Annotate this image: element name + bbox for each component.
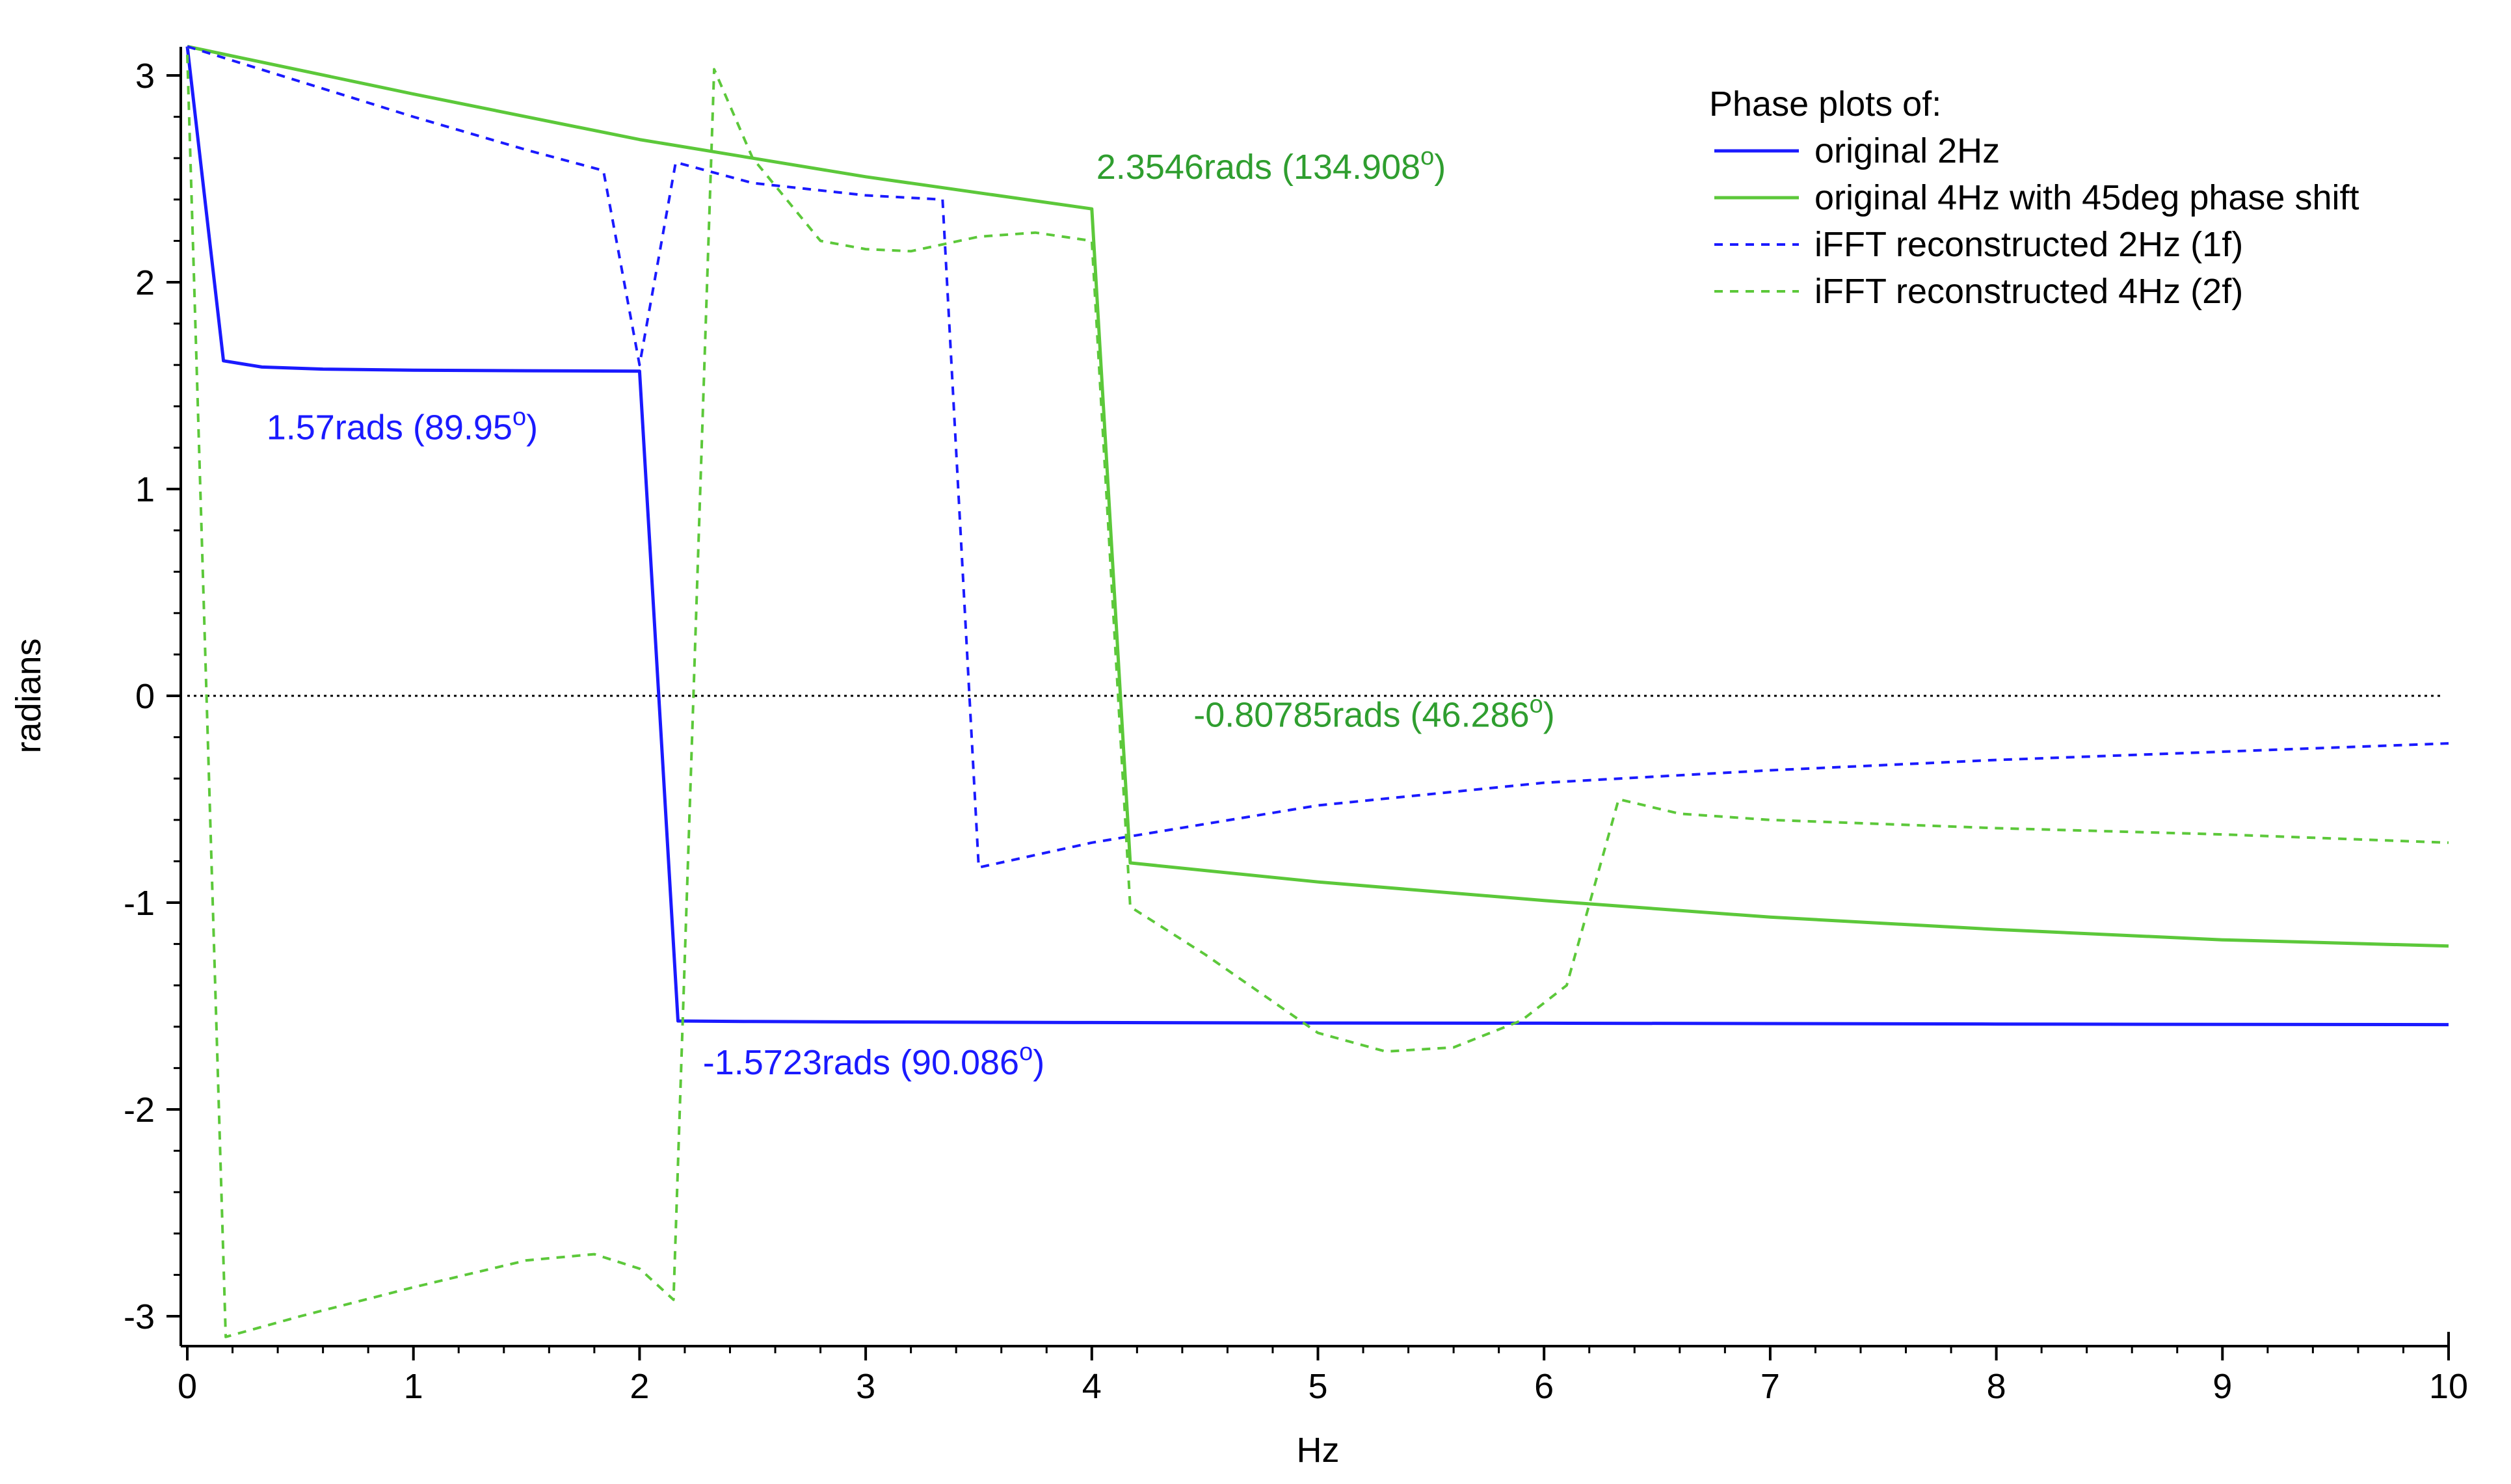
y-tick-label: 1: [135, 470, 155, 509]
legend-label-0: original 2Hz: [1814, 131, 2000, 170]
legend-label-1: original 4Hz with 45deg phase shift: [1814, 178, 2359, 217]
x-tick-label: 4: [1082, 1367, 1102, 1406]
x-tick-label: 5: [1308, 1367, 1327, 1406]
series-line-2: [187, 45, 2449, 869]
legend: Phase plots of: original 2Hz original 4Hz …: [1709, 85, 2359, 311]
y-tick-label: -1: [124, 884, 155, 923]
y-tick-label: 3: [135, 57, 155, 96]
y-tick-label: -3: [124, 1297, 155, 1336]
x-tick-label: 6: [1534, 1367, 1554, 1406]
legend-title: Phase plots of:: [1709, 85, 1941, 124]
annotations: 1.57rads (89.95o) 2.3546rads (134.908o) -0…: [267, 143, 1555, 1082]
series-line-1: [187, 45, 2449, 948]
series-line-3: [186, 55, 2449, 1338]
x-tick-label: 3: [856, 1367, 875, 1406]
y-tick-label: 0: [135, 677, 155, 716]
x-tick-label: 9: [2212, 1367, 2232, 1406]
x-axis-title: Hz: [1297, 1431, 1340, 1470]
x-tick-label: 10: [2429, 1367, 2468, 1406]
x-tick-label: 7: [1760, 1367, 1780, 1406]
legend-label-3: iFFT reconstructed 4Hz (2f): [1814, 272, 2243, 311]
x-tick-label: 2: [630, 1367, 649, 1406]
axes: 0 1 2 3 4 5 6 7 8 9 10 -3 -2 -1 0 1 2 3 Hz radians: [9, 47, 2468, 1470]
y-tick-label: -2: [124, 1091, 155, 1130]
y-axis-title: radians: [9, 638, 48, 753]
x-tick-label: 0: [178, 1367, 197, 1406]
annotation-3: -1.5723rads (90.086o): [703, 1039, 1044, 1082]
x-tick-label: 1: [404, 1367, 423, 1406]
y-tick-label: 2: [135, 263, 155, 302]
plot-lines: [185, 45, 2449, 1338]
series-line-0: [185, 46, 2449, 1027]
annotation-0: 1.57rads (89.95o): [267, 404, 538, 447]
annotation-1: 2.3546rads (134.908o): [1096, 143, 1446, 187]
legend-label-2: iFFT reconstructed 2Hz (1f): [1814, 225, 2243, 264]
x-tick-label: 8: [1987, 1367, 2006, 1406]
annotation-2: -0.80785rads (46.286o): [1193, 691, 1555, 735]
